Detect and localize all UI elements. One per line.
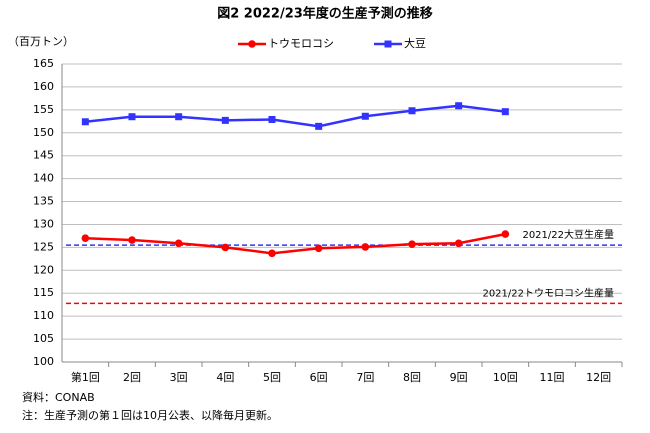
x-tick-label: 2回 — [123, 371, 141, 384]
marker — [454, 239, 463, 248]
x-tick-label: 6回 — [310, 371, 328, 384]
y-tick-label: 140 — [33, 172, 54, 185]
series-line — [85, 232, 506, 255]
reference-label: 2021/22大豆生産量 — [522, 228, 614, 241]
marker — [81, 234, 90, 243]
y-tick-label: 150 — [33, 126, 54, 139]
marker — [81, 118, 89, 126]
y-tick-label: 145 — [33, 149, 54, 162]
legend-marker — [384, 40, 392, 48]
y-tick-label: 160 — [33, 80, 54, 93]
y-axis-label: （百万トン） — [8, 35, 74, 48]
y-tick-label: 115 — [33, 286, 54, 299]
marker — [314, 244, 323, 253]
y-tick-label: 130 — [33, 217, 54, 230]
x-tick-label: 12回 — [586, 371, 611, 384]
marker — [455, 102, 463, 110]
marker — [268, 115, 276, 123]
y-tick-label: 120 — [33, 263, 54, 276]
chart-title: 図2 2022/23年度の生産予測の推移 — [217, 6, 433, 22]
marker — [315, 122, 323, 130]
marker — [501, 230, 510, 238]
note: 注：生産予測の第１回は10月公表、以降毎月更新。 — [22, 408, 278, 422]
marker — [175, 113, 183, 121]
series-line — [85, 104, 506, 128]
y-tick-label: 155 — [33, 103, 54, 116]
legend-label: トウモロコシ — [268, 37, 334, 50]
legend-label: 大豆 — [404, 36, 426, 50]
x-tick-label: 8回 — [403, 371, 421, 384]
marker — [361, 112, 369, 120]
x-tick-label: 7回 — [356, 371, 374, 384]
x-tick-label: 11回 — [540, 371, 565, 384]
y-tick-label: 105 — [33, 332, 54, 345]
marker — [361, 243, 370, 251]
note: 資料：CONAB — [22, 390, 95, 404]
x-tick-label: 3回 — [170, 371, 188, 384]
marker — [221, 116, 229, 124]
marker — [408, 240, 416, 248]
reference-label: 2021/22トウモロコシ生産量 — [482, 286, 614, 299]
x-tick-label: 5回 — [263, 371, 281, 384]
x-tick-label: 第1回 — [71, 370, 100, 384]
legend-marker — [248, 40, 256, 48]
x-tick-label: 4回 — [216, 371, 234, 384]
marker — [221, 243, 230, 252]
marker — [128, 113, 136, 121]
y-tick-label: 165 — [33, 57, 54, 70]
marker — [408, 107, 416, 115]
x-tick-label: 10回 — [493, 371, 518, 384]
y-tick-label: 135 — [33, 195, 54, 208]
marker — [128, 236, 136, 244]
y-tick-label: 110 — [33, 309, 54, 322]
marker — [174, 239, 183, 248]
marker — [501, 108, 509, 116]
x-tick-label: 9回 — [450, 371, 468, 384]
y-tick-label: 100 — [33, 355, 54, 368]
y-tick-label: 125 — [33, 240, 54, 253]
marker — [268, 249, 276, 258]
